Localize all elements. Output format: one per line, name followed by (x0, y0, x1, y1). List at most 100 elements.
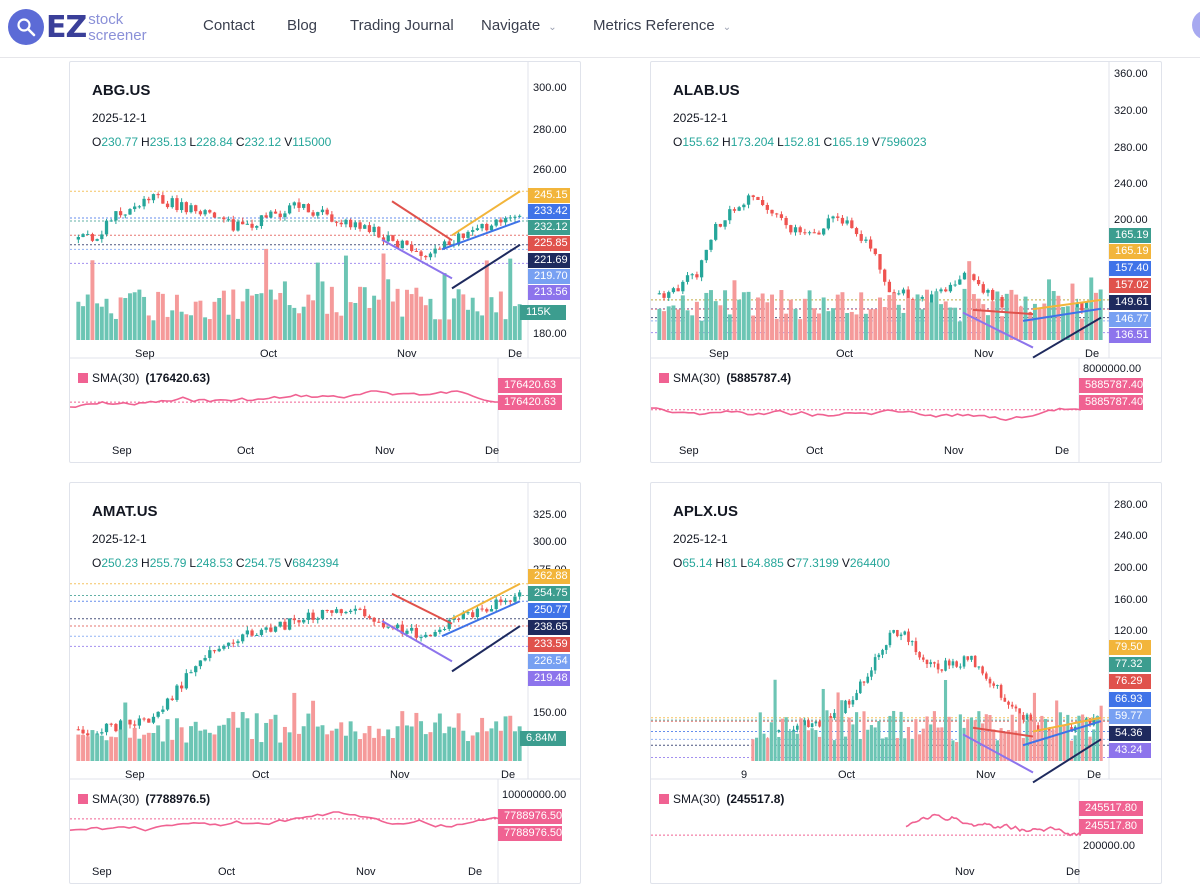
candle (86, 733, 90, 736)
candle (156, 711, 160, 717)
trend-line[interactable] (962, 311, 1034, 349)
candle (334, 221, 339, 223)
volume-bar (95, 734, 100, 761)
volume-bar (1061, 306, 1066, 340)
ohlc-key: O (92, 556, 102, 570)
volume-bar (1070, 283, 1075, 340)
volume-bar (1089, 277, 1094, 340)
volume-bar (880, 738, 885, 761)
candle (269, 211, 273, 218)
volume-bar (306, 713, 311, 761)
candle (123, 214, 127, 216)
volume-bar (390, 301, 395, 340)
volume-bar (746, 291, 751, 340)
chart-card-aplx: APLX.US 2025-12-1 O65.14 H81 L64.885 C77.3199… (650, 482, 1162, 884)
trend-line[interactable] (1032, 298, 1102, 311)
trend-line[interactable] (1032, 716, 1102, 733)
symbol-title: ALAB.US (673, 82, 740, 99)
price-tick: 300.00 (533, 536, 567, 548)
nav-metrics-reference[interactable]: Metrics Reference ⌄ (593, 17, 731, 34)
nav-contact[interactable]: Contact (203, 17, 255, 34)
chart-svg[interactable] (70, 62, 581, 463)
volume-bar (862, 711, 866, 761)
trend-line[interactable] (972, 308, 1034, 316)
trend-line[interactable] (1032, 738, 1102, 784)
volume-bar (882, 307, 887, 340)
trend-line[interactable] (381, 238, 453, 280)
volume-bar (325, 734, 330, 761)
trend-line[interactable] (962, 733, 1034, 774)
volume-bar (929, 302, 934, 340)
candle (513, 596, 517, 602)
candle (363, 225, 367, 229)
trend-line[interactable] (1022, 307, 1102, 322)
avatar[interactable] (1192, 10, 1200, 40)
chart-svg[interactable] (651, 62, 1162, 463)
volume-bar (671, 305, 676, 340)
volume-bar (1042, 303, 1047, 340)
ohlc-value-l: 152.81 (783, 135, 821, 149)
trend-line[interactable] (1022, 720, 1102, 747)
trend-line[interactable] (451, 190, 521, 237)
price-tick: 200.00 (1114, 214, 1148, 226)
price-level-tag: 54.36 (1109, 726, 1151, 741)
volume-bar (779, 290, 784, 340)
volume-bar (90, 730, 95, 761)
trend-line[interactable] (972, 726, 1034, 738)
volume-bar (508, 715, 513, 761)
volume-bar (174, 718, 179, 761)
trend-line[interactable] (391, 592, 453, 625)
chart-date: 2025-12-1 (673, 532, 728, 546)
trend-line[interactable] (1032, 316, 1102, 359)
volume-bar (503, 716, 508, 761)
trend-line[interactable] (381, 620, 453, 663)
candle (391, 235, 395, 241)
trend-line[interactable] (451, 625, 521, 673)
trend-line[interactable] (441, 220, 521, 251)
candle (953, 284, 957, 286)
candle (1007, 701, 1010, 705)
nav-navigate[interactable]: Navigate ⌄ (481, 17, 557, 34)
trend-line[interactable] (451, 582, 521, 620)
candle (947, 660, 951, 666)
candle (104, 723, 109, 733)
logo[interactable]: EZ stock screener (8, 7, 147, 47)
sma-tick: 10000000.00 (502, 789, 567, 801)
chart-svg[interactable] (651, 483, 1162, 884)
volume-bar (508, 258, 513, 340)
volume-bar (461, 730, 466, 761)
candle (812, 232, 816, 234)
volume-bar (770, 294, 774, 340)
ohlc-key: L (740, 556, 748, 570)
sma-label: SMA(30) (92, 792, 140, 806)
candle (419, 251, 423, 256)
chart-svg[interactable] (70, 483, 581, 884)
volume-bar (334, 728, 339, 761)
candle (109, 723, 113, 725)
nav-trading-journal[interactable]: Trading Journal (350, 17, 454, 34)
candle (999, 685, 1003, 698)
price-level-tag: 232.12 (528, 220, 570, 235)
nav-blog[interactable]: Blog (287, 17, 317, 34)
volume-bar (128, 737, 132, 761)
price-level-tag: 165.19 (1109, 244, 1151, 259)
volume-bar (1093, 292, 1098, 340)
candle (433, 248, 437, 254)
symbol-title: ABG.US (92, 82, 151, 99)
volume-bar (799, 718, 803, 761)
volume-bar (184, 742, 189, 761)
volume-bar (784, 717, 788, 761)
volume-bar (802, 298, 807, 340)
candle (775, 213, 779, 215)
sma-value: (5885787.4) (726, 371, 792, 385)
logo-ez: EZ (46, 9, 87, 45)
candle (151, 716, 156, 723)
candle (170, 198, 174, 208)
volume-bar (936, 727, 940, 761)
candle (208, 210, 212, 213)
price-level-tag: 149.61 (1109, 295, 1151, 310)
volume-bar (906, 727, 911, 761)
trend-line[interactable] (451, 243, 521, 290)
trend-line[interactable] (391, 200, 453, 242)
trend-line[interactable] (441, 600, 521, 638)
